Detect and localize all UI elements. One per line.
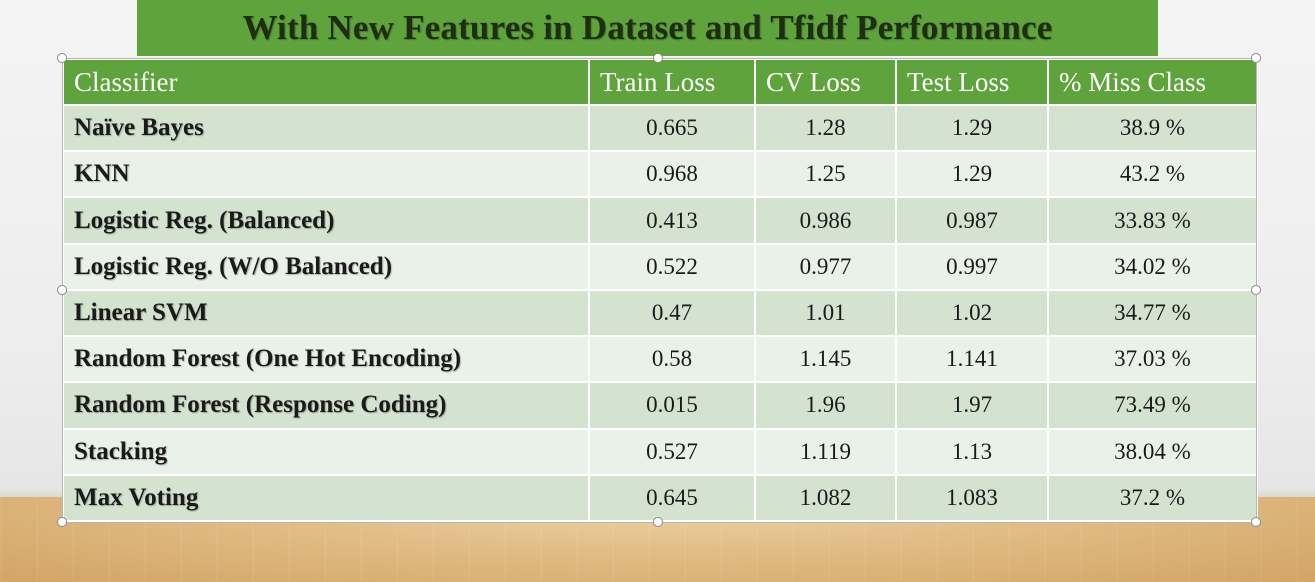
cell-train-loss[interactable]: 0.015 bbox=[588, 381, 756, 430]
cell-train-loss[interactable]: 0.413 bbox=[588, 196, 756, 245]
resize-handle-middle-right[interactable] bbox=[1251, 285, 1261, 295]
cell-cv-loss[interactable]: 0.977 bbox=[754, 242, 897, 291]
cell-classifier[interactable]: Random Forest (Response Coding) bbox=[62, 381, 590, 430]
cell-classifier[interactable]: Random Forest (One Hot Encoding) bbox=[62, 335, 590, 384]
results-table[interactable]: Classifier Train Loss CV Loss Test Loss … bbox=[62, 58, 1258, 523]
table-row: Logistic Reg. (W/O Balanced) 0.522 0.977… bbox=[62, 242, 1258, 291]
cell-classifier[interactable]: Naïve Bayes bbox=[62, 103, 590, 153]
cell-test-loss[interactable]: 0.987 bbox=[895, 196, 1049, 245]
cell-classifier[interactable]: Max Voting bbox=[62, 473, 590, 523]
header-miss-class[interactable]: % Miss Class bbox=[1047, 58, 1258, 106]
cell-miss-class[interactable]: 33.83 % bbox=[1047, 196, 1258, 245]
table-row: Random Forest (One Hot Encoding) 0.58 1.… bbox=[62, 335, 1258, 384]
cell-classifier[interactable]: Stacking bbox=[62, 427, 590, 476]
cell-test-loss[interactable]: 1.02 bbox=[895, 288, 1049, 338]
cell-cv-loss[interactable]: 1.119 bbox=[754, 427, 897, 476]
cell-cv-loss[interactable]: 1.082 bbox=[754, 473, 897, 523]
cell-test-loss[interactable]: 1.13 bbox=[895, 427, 1049, 476]
cell-classifier[interactable]: Linear SVM bbox=[62, 288, 590, 338]
resize-handle-top-center[interactable] bbox=[653, 53, 663, 63]
header-classifier[interactable]: Classifier bbox=[62, 58, 590, 106]
table-row: Random Forest (Response Coding) 0.015 1.… bbox=[62, 381, 1258, 430]
header-test-loss[interactable]: Test Loss bbox=[895, 58, 1049, 106]
cell-miss-class[interactable]: 37.03 % bbox=[1047, 335, 1258, 384]
cell-cv-loss[interactable]: 1.25 bbox=[754, 150, 897, 199]
cell-train-loss[interactable]: 0.968 bbox=[588, 150, 756, 199]
title-banner: With New Features in Dataset and Tfidf P… bbox=[137, 0, 1158, 56]
cell-miss-class[interactable]: 37.2 % bbox=[1047, 473, 1258, 523]
cell-cv-loss[interactable]: 1.145 bbox=[754, 335, 897, 384]
cell-train-loss[interactable]: 0.665 bbox=[588, 103, 756, 153]
cell-cv-loss[interactable]: 1.01 bbox=[754, 288, 897, 338]
cell-train-loss[interactable]: 0.527 bbox=[588, 427, 756, 476]
cell-miss-class[interactable]: 38.04 % bbox=[1047, 427, 1258, 476]
cell-classifier[interactable]: Logistic Reg. (Balanced) bbox=[62, 196, 590, 245]
cell-classifier[interactable]: KNN bbox=[62, 150, 590, 199]
cell-test-loss[interactable]: 1.083 bbox=[895, 473, 1049, 523]
cell-test-loss[interactable]: 1.29 bbox=[895, 150, 1049, 199]
cell-train-loss[interactable]: 0.522 bbox=[588, 242, 756, 291]
slide-title: With New Features in Dataset and Tfidf P… bbox=[242, 8, 1053, 47]
header-train-loss[interactable]: Train Loss bbox=[588, 58, 756, 106]
cell-test-loss[interactable]: 0.997 bbox=[895, 242, 1049, 291]
resize-handle-top-right[interactable] bbox=[1251, 53, 1261, 63]
table-row: Max Voting 0.645 1.082 1.083 37.2 % bbox=[62, 473, 1258, 523]
cell-train-loss[interactable]: 0.58 bbox=[588, 335, 756, 384]
cell-train-loss[interactable]: 0.47 bbox=[588, 288, 756, 338]
cell-test-loss[interactable]: 1.97 bbox=[895, 381, 1049, 430]
resize-handle-bottom-center[interactable] bbox=[653, 517, 663, 527]
cell-cv-loss[interactable]: 1.96 bbox=[754, 381, 897, 430]
cell-miss-class[interactable]: 34.77 % bbox=[1047, 288, 1258, 338]
table-row: KNN 0.968 1.25 1.29 43.2 % bbox=[62, 150, 1258, 199]
cell-miss-class[interactable]: 73.49 % bbox=[1047, 381, 1258, 430]
table-row: Logistic Reg. (Balanced) 0.413 0.986 0.9… bbox=[62, 196, 1258, 245]
cell-miss-class[interactable]: 34.02 % bbox=[1047, 242, 1258, 291]
cell-test-loss[interactable]: 1.29 bbox=[895, 103, 1049, 153]
table-row: Linear SVM 0.47 1.01 1.02 34.77 % bbox=[62, 288, 1258, 338]
resize-handle-top-left[interactable] bbox=[57, 53, 67, 63]
cell-train-loss[interactable]: 0.645 bbox=[588, 473, 756, 523]
resize-handle-bottom-right[interactable] bbox=[1251, 517, 1261, 527]
header-cv-loss[interactable]: CV Loss bbox=[754, 58, 897, 106]
table-row: Naïve Bayes 0.665 1.28 1.29 38.9 % bbox=[62, 103, 1258, 153]
results-table-container[interactable]: Classifier Train Loss CV Loss Test Loss … bbox=[62, 58, 1258, 523]
table-header-row: Classifier Train Loss CV Loss Test Loss … bbox=[62, 58, 1258, 106]
cell-test-loss[interactable]: 1.141 bbox=[895, 335, 1049, 384]
resize-handle-middle-left[interactable] bbox=[57, 285, 67, 295]
cell-miss-class[interactable]: 38.9 % bbox=[1047, 103, 1258, 153]
cell-cv-loss[interactable]: 0.986 bbox=[754, 196, 897, 245]
table-row: Stacking 0.527 1.119 1.13 38.04 % bbox=[62, 427, 1258, 476]
resize-handle-bottom-left[interactable] bbox=[57, 517, 67, 527]
cell-classifier[interactable]: Logistic Reg. (W/O Balanced) bbox=[62, 242, 590, 291]
cell-cv-loss[interactable]: 1.28 bbox=[754, 103, 897, 153]
cell-miss-class[interactable]: 43.2 % bbox=[1047, 150, 1258, 199]
